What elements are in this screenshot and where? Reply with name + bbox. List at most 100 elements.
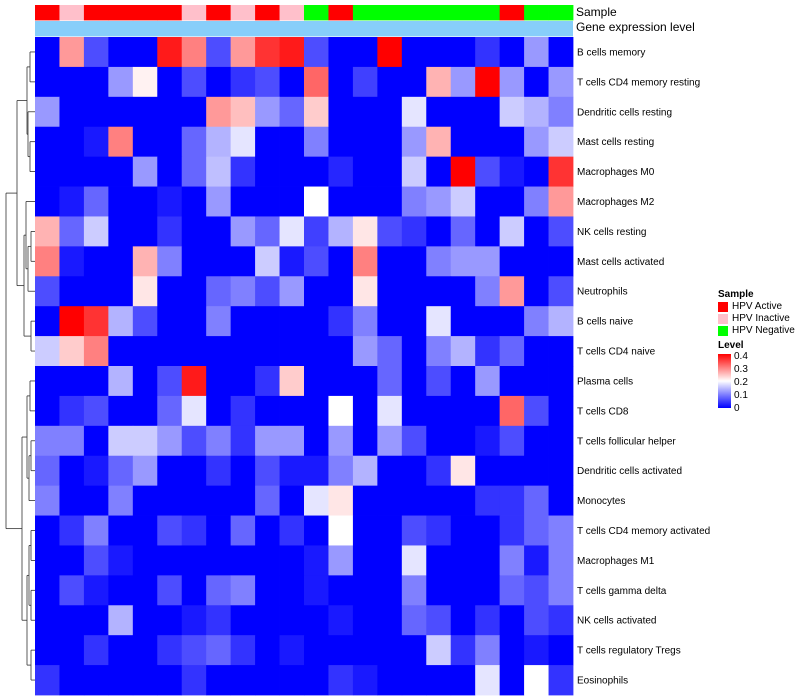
heatmap-cell: [401, 246, 427, 277]
heatmap-cell: [35, 37, 60, 68]
sample-annotation-cell: [401, 5, 427, 21]
heatmap-cell: [352, 545, 378, 576]
heatmap-cell: [328, 66, 354, 98]
heatmap-cell: [157, 336, 183, 367]
heatmap-cell: [181, 126, 207, 158]
heatmap-cell: [450, 246, 476, 277]
heatmap-cell: [328, 216, 354, 247]
heatmap-cell: [59, 545, 85, 576]
heatmap-cell: [132, 156, 158, 187]
heatmap-cell: [304, 515, 329, 546]
heatmap-cell: [83, 336, 109, 367]
heatmap-cell: [304, 665, 329, 696]
heatmap-cell: [328, 246, 354, 277]
heatmap-cell: [450, 156, 476, 187]
heatmap-cell: [132, 425, 158, 457]
heatmap-cell: [255, 455, 280, 487]
heatmap-cell: [35, 395, 60, 427]
heatmap-cell: [230, 336, 256, 367]
heatmap-cell: [304, 37, 329, 68]
legend-entry-hpv-inactive: HPV Inactive: [718, 313, 795, 325]
heatmap-cell: [548, 37, 574, 68]
heatmap-cell: [255, 395, 280, 427]
heatmap-cell: [35, 366, 60, 397]
heatmap-cell: [230, 306, 256, 337]
heatmap-cell: [377, 545, 403, 576]
heatmap-cell: [475, 66, 501, 98]
heatmap-cell: [279, 306, 305, 337]
heatmap-cell: [255, 575, 280, 606]
heatmap-cell: [304, 605, 329, 636]
heatmap-cell: [450, 605, 476, 636]
heatmap-cell: [352, 605, 378, 636]
heatmap-cell: [157, 575, 183, 606]
heatmap-cell: [83, 545, 109, 576]
heatmap-cell: [401, 665, 427, 696]
heatmap-cell: [230, 186, 256, 217]
heatmap-cell: [35, 425, 60, 457]
heatmap-cell: [328, 156, 354, 187]
heatmap-cell: [475, 455, 501, 487]
heatmap-cell: [279, 96, 305, 128]
heatmap-cell: [548, 306, 574, 337]
expression-annotation-bar: [35, 21, 573, 37]
heatmap-cell: [401, 366, 427, 397]
heatmap-cell: [279, 186, 305, 217]
heatmap-cell: [450, 395, 476, 427]
heatmap-cell: [83, 96, 109, 128]
heatmap-cell: [132, 66, 158, 98]
heatmap-cell: [230, 366, 256, 397]
heatmap-cell: [499, 216, 525, 247]
heatmap-cell: [450, 485, 476, 516]
heatmap-cell: [426, 186, 452, 217]
heatmap-cell: [157, 276, 183, 307]
heatmap-cell: [59, 425, 85, 457]
heatmap-cell: [377, 665, 403, 696]
row-label: B cells memory: [577, 47, 645, 58]
heatmap-cell: [132, 336, 158, 367]
row-label: Monocytes: [577, 496, 625, 507]
heatmap-cell: [450, 216, 476, 247]
heatmap-cell: [499, 605, 525, 636]
heatmap-cell: [524, 425, 549, 457]
heatmap-cell: [255, 665, 280, 696]
heatmap-cell: [181, 186, 207, 217]
heatmap-cell: [304, 186, 329, 217]
heatmap-cell: [59, 126, 85, 158]
heatmap-cell: [108, 575, 134, 606]
heatmap-cell: [255, 96, 280, 128]
heatmap-cell: [132, 366, 158, 397]
heatmap-cell: [475, 545, 501, 576]
row-label: NK cells resting: [577, 227, 646, 238]
heatmap-cell: [426, 366, 452, 397]
heatmap-cell: [475, 246, 501, 277]
heatmap-cell: [524, 246, 549, 277]
heatmap-cell: [548, 246, 574, 277]
heatmap-cell: [35, 336, 60, 367]
heatmap-cell: [377, 306, 403, 337]
heatmap-cell: [499, 665, 525, 696]
heatmap-cell: [206, 545, 232, 576]
heatmap-cell: [426, 37, 452, 68]
heatmap-cell: [206, 126, 232, 158]
heatmap-cell: [255, 635, 280, 666]
heatmap-cell: [548, 485, 574, 516]
heatmap-cell: [157, 545, 183, 576]
heatmap-cell: [181, 515, 207, 546]
heatmap-cell: [108, 635, 134, 666]
heatmap-cell: [426, 336, 452, 367]
heatmap-cell: [304, 246, 329, 277]
sample-annotation-cell: [35, 5, 60, 21]
heatmap-cell: [59, 156, 85, 187]
heatmap-cell: [328, 366, 354, 397]
heatmap-cell: [181, 455, 207, 487]
heatmap-cell: [475, 665, 501, 696]
heatmap-cell: [352, 156, 378, 187]
heatmap-cell: [450, 665, 476, 696]
heatmap-cell: [352, 126, 378, 158]
heatmap-cell: [548, 395, 574, 427]
heatmap-cell: [352, 366, 378, 397]
heatmap-cell: [35, 485, 60, 516]
heatmap-cell: [426, 635, 452, 666]
heatmap-cell: [475, 395, 501, 427]
